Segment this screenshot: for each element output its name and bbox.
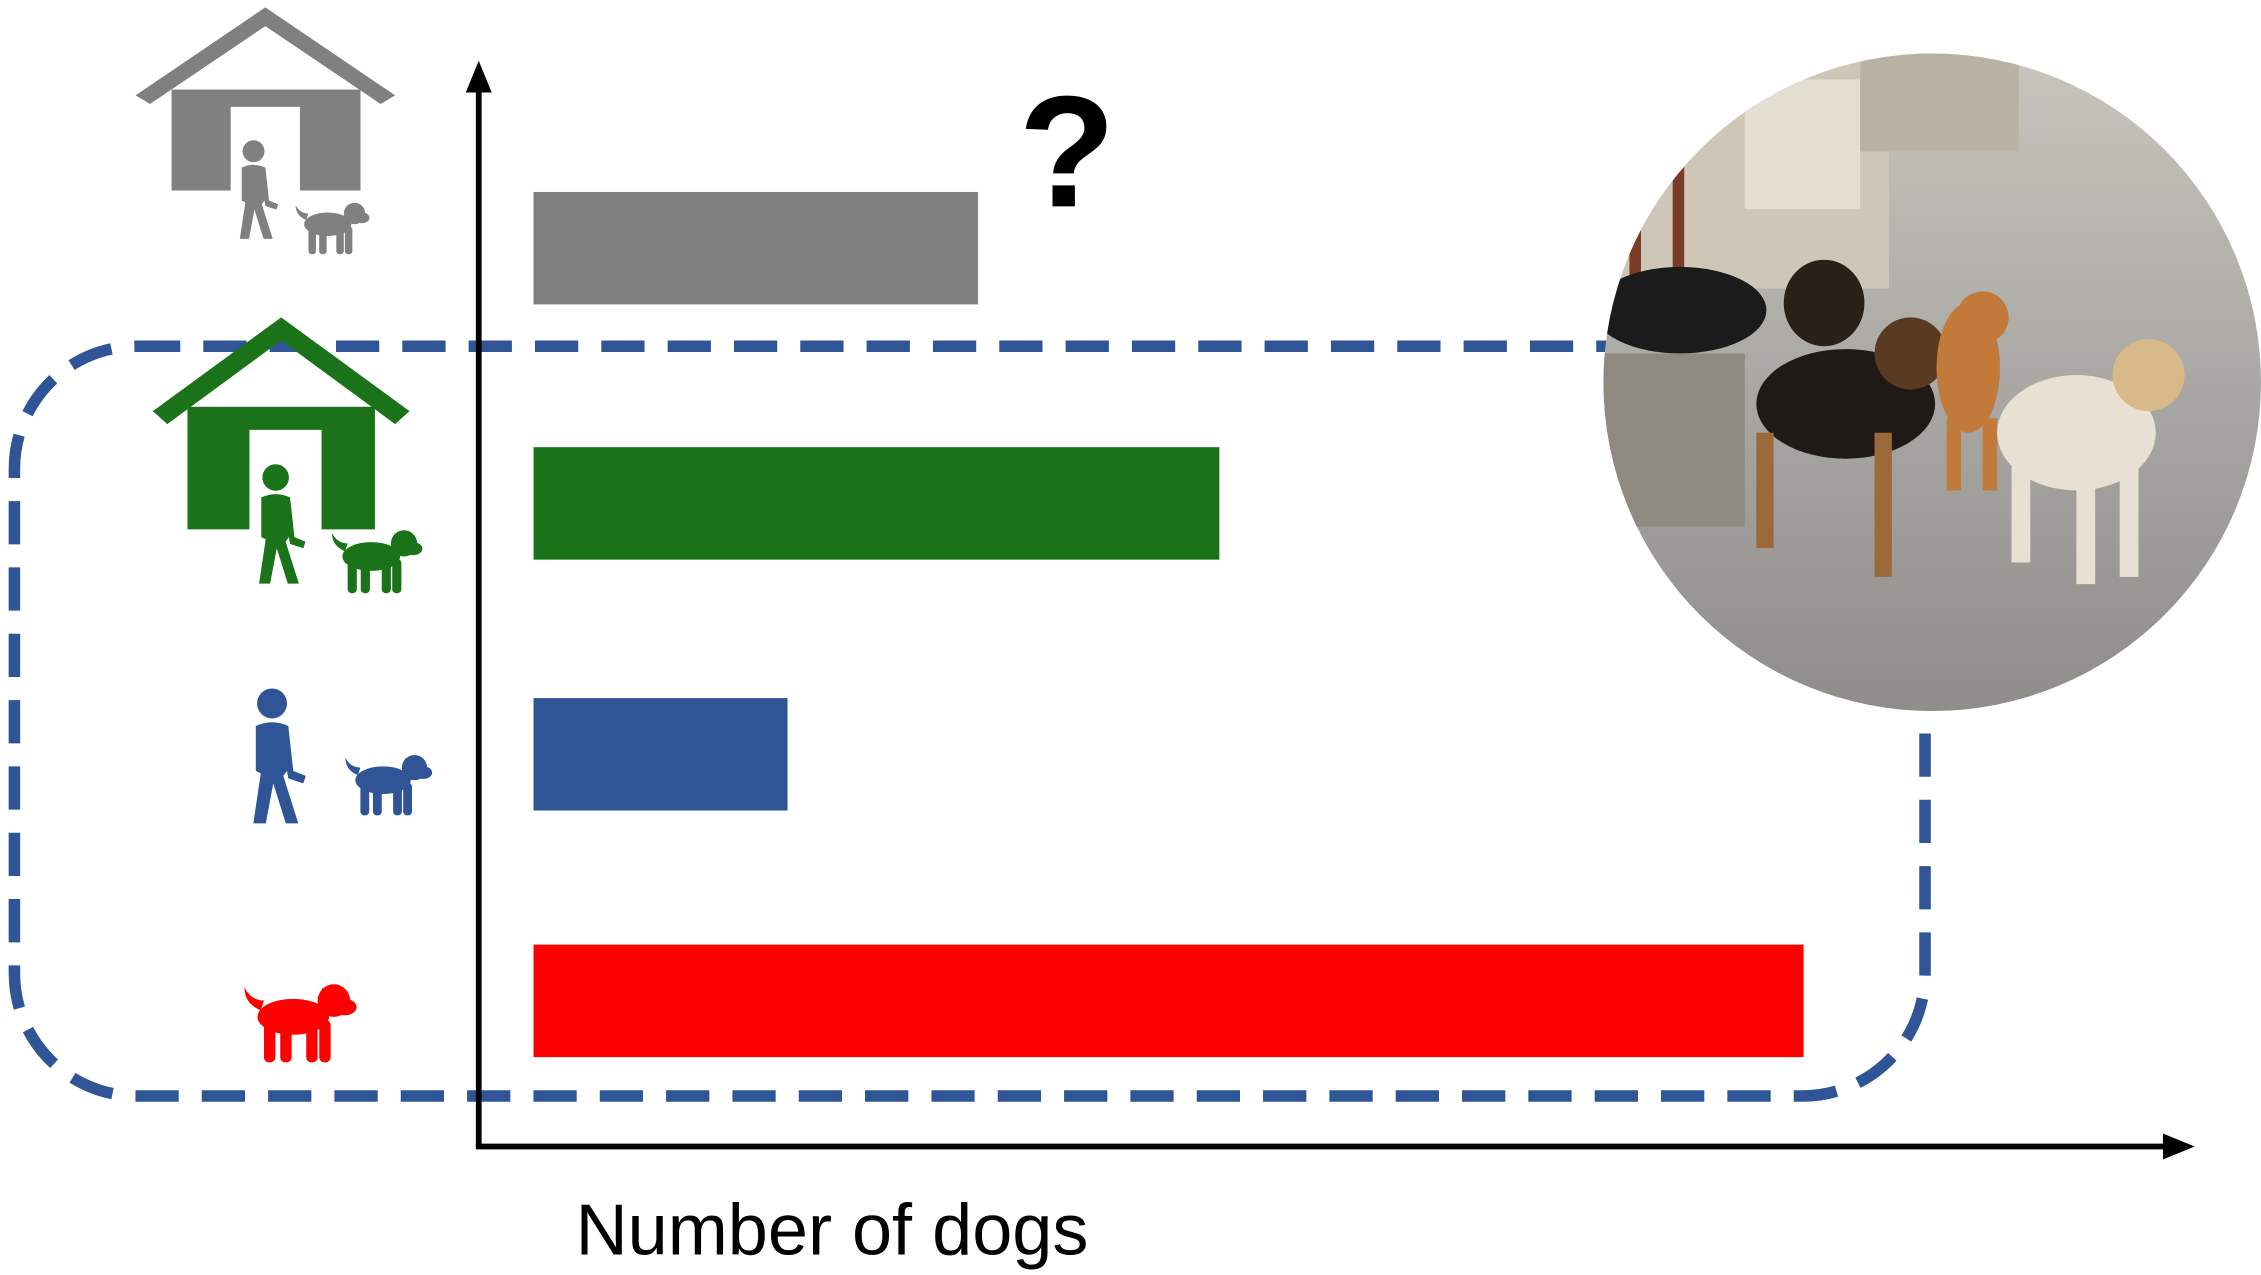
y-axis-arrow [465, 60, 492, 93]
x-axis-label: Number of dogs [576, 1191, 1089, 1271]
photo [1603, 53, 2261, 712]
free-roaming-owned-icon [253, 688, 433, 824]
owned-dog-icon [135, 7, 396, 255]
bar [533, 191, 979, 305]
annotation: ? [1019, 62, 1116, 240]
stray-dog-icon [244, 984, 357, 1063]
owned-free-dog-icon [152, 317, 423, 601]
bar [533, 944, 1804, 1058]
x-axis-arrow [2162, 1133, 2195, 1160]
bar [533, 447, 1220, 560]
group-outline [8, 340, 1931, 1102]
bar [533, 698, 788, 811]
